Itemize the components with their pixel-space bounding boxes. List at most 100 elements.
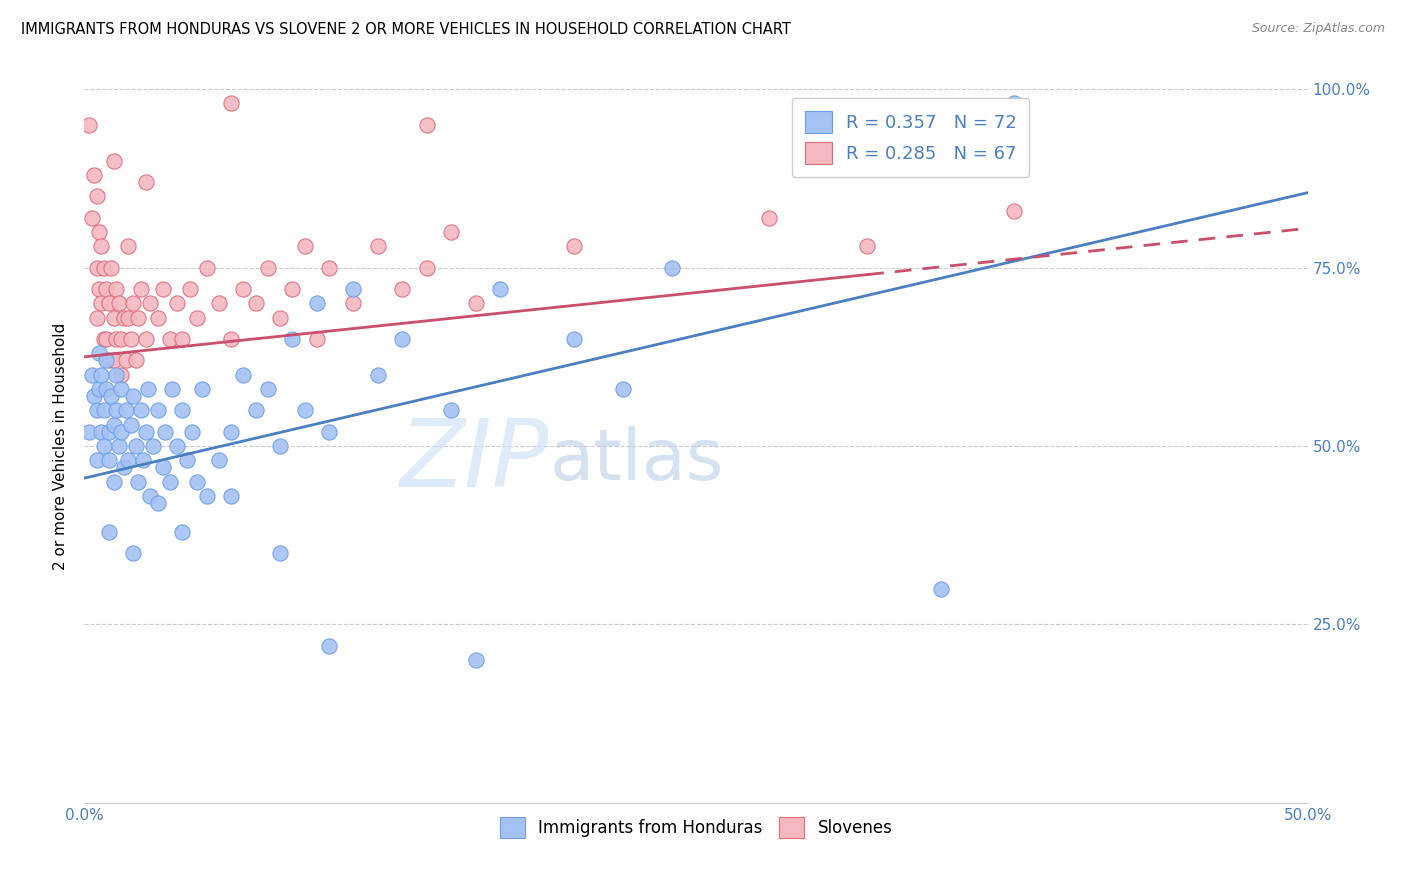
- Point: [87, 225, 110, 239]
- Point: [758, 211, 780, 225]
- Point: [129, 403, 152, 417]
- Point: [257, 260, 280, 275]
- Point: [122, 546, 145, 560]
- Point: [166, 439, 188, 453]
- Point: [142, 439, 165, 453]
- Point: [162, 382, 184, 396]
- Point: [80, 211, 103, 225]
- Point: [135, 332, 157, 346]
- Point: [562, 332, 585, 346]
- Point: [107, 439, 129, 453]
- Point: [281, 282, 304, 296]
- Point: [97, 353, 120, 368]
- Point: [132, 453, 155, 467]
- Point: [186, 310, 208, 325]
- Point: [166, 296, 188, 310]
- Point: [318, 425, 340, 439]
- Point: [367, 239, 389, 253]
- Point: [219, 96, 242, 111]
- Point: [153, 425, 176, 439]
- Point: [90, 296, 112, 310]
- Point: [122, 296, 145, 310]
- Point: [110, 368, 132, 382]
- Point: [90, 239, 112, 253]
- Point: [342, 296, 364, 310]
- Point: [139, 296, 162, 310]
- Point: [122, 389, 145, 403]
- Point: [318, 260, 340, 275]
- Point: [86, 403, 108, 417]
- Point: [127, 475, 149, 489]
- Point: [281, 332, 304, 346]
- Text: Source: ZipAtlas.com: Source: ZipAtlas.com: [1251, 22, 1385, 36]
- Point: [245, 403, 267, 417]
- Text: IMMIGRANTS FROM HONDURAS VS SLOVENE 2 OR MORE VEHICLES IN HOUSEHOLD CORRELATION : IMMIGRANTS FROM HONDURAS VS SLOVENE 2 OR…: [21, 22, 792, 37]
- Point: [96, 382, 118, 396]
- Point: [135, 175, 157, 189]
- Point: [117, 239, 139, 253]
- Point: [612, 382, 634, 396]
- Point: [83, 168, 105, 182]
- Point: [105, 282, 128, 296]
- Point: [232, 368, 254, 382]
- Point: [391, 332, 413, 346]
- Point: [391, 282, 413, 296]
- Point: [100, 389, 122, 403]
- Point: [208, 296, 231, 310]
- Point: [97, 296, 120, 310]
- Point: [87, 346, 110, 360]
- Point: [176, 453, 198, 467]
- Point: [87, 282, 110, 296]
- Point: [661, 260, 683, 275]
- Point: [93, 260, 115, 275]
- Point: [186, 475, 208, 489]
- Point: [159, 475, 181, 489]
- Point: [464, 296, 486, 310]
- Point: [86, 260, 108, 275]
- Point: [105, 368, 128, 382]
- Point: [342, 282, 364, 296]
- Point: [232, 282, 254, 296]
- Point: [97, 425, 120, 439]
- Y-axis label: 2 or more Vehicles in Household: 2 or more Vehicles in Household: [53, 322, 69, 570]
- Point: [93, 332, 115, 346]
- Point: [929, 582, 952, 596]
- Point: [257, 382, 280, 396]
- Point: [1002, 203, 1025, 218]
- Point: [97, 453, 120, 467]
- Point: [269, 310, 291, 325]
- Point: [191, 382, 214, 396]
- Point: [112, 460, 135, 475]
- Point: [115, 353, 138, 368]
- Point: [440, 225, 463, 239]
- Point: [120, 417, 142, 432]
- Point: [105, 332, 128, 346]
- Point: [172, 332, 194, 346]
- Point: [464, 653, 486, 667]
- Point: [86, 189, 108, 203]
- Point: [125, 439, 148, 453]
- Point: [219, 489, 242, 503]
- Point: [195, 489, 218, 503]
- Point: [96, 353, 118, 368]
- Point: [96, 282, 118, 296]
- Point: [181, 425, 204, 439]
- Point: [120, 332, 142, 346]
- Point: [129, 282, 152, 296]
- Point: [87, 382, 110, 396]
- Point: [294, 239, 316, 253]
- Point: [103, 475, 125, 489]
- Point: [294, 403, 316, 417]
- Point: [269, 546, 291, 560]
- Point: [440, 403, 463, 417]
- Point: [856, 239, 879, 253]
- Point: [90, 368, 112, 382]
- Point: [208, 453, 231, 467]
- Point: [80, 368, 103, 382]
- Point: [110, 382, 132, 396]
- Point: [103, 153, 125, 168]
- Point: [1002, 96, 1025, 111]
- Point: [152, 460, 174, 475]
- Point: [136, 382, 159, 396]
- Legend: Immigrants from Honduras, Slovenes: Immigrants from Honduras, Slovenes: [494, 811, 898, 845]
